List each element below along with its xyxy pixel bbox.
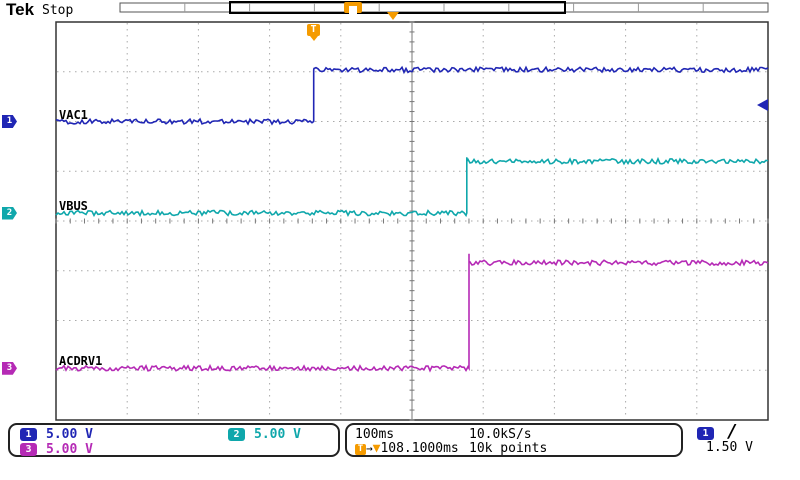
trigger-source-badge: 1 (697, 427, 714, 440)
ch3-scale: 5.00 V (46, 442, 93, 457)
trigger-prefix-badge: T (355, 444, 366, 455)
trigger-flag-label: T (310, 24, 316, 35)
ch2-label: VBUS (59, 199, 88, 213)
trigger-delay-readout: T →▼108.1000ms (355, 441, 459, 456)
ch1-badge: 1 (20, 428, 37, 441)
channel-readouts-panel: 1 5.00 V 2 5.00 V 3 5.00 V (8, 423, 340, 457)
timebase-readout: 100ms (355, 427, 394, 442)
ch1-label: VAC1 (59, 108, 88, 122)
trigger-level-readout: 1.50 V (706, 440, 753, 455)
sample-rate-readout: 10.0kS/s (469, 427, 532, 442)
trigger-level-arrow (757, 99, 768, 111)
horizontal-readouts-panel: 100ms 10.0kS/s T →▼108.1000ms 10k points (345, 423, 683, 457)
oscilloscope-screen: Tek Stop 1 VAC1 2 VBUS 3 ACDRV1 T 1 5.00 V 2 … (0, 0, 800, 480)
trigger-position-flag: T (307, 24, 320, 36)
record-length-readout: 10k points (469, 441, 547, 456)
ch3-label: ACDRV1 (59, 354, 102, 368)
ch2-badge: 2 (228, 428, 245, 441)
waveform-display (0, 0, 800, 480)
ch3-badge: 3 (20, 443, 37, 456)
trigger-delay-value: 108.1000ms (380, 441, 458, 456)
trigger-slope-icon: / (727, 421, 738, 442)
ch1-scale: 5.00 V (46, 427, 93, 442)
ch2-scale: 5.00 V (254, 427, 301, 442)
arrow-icon: → (366, 442, 373, 455)
